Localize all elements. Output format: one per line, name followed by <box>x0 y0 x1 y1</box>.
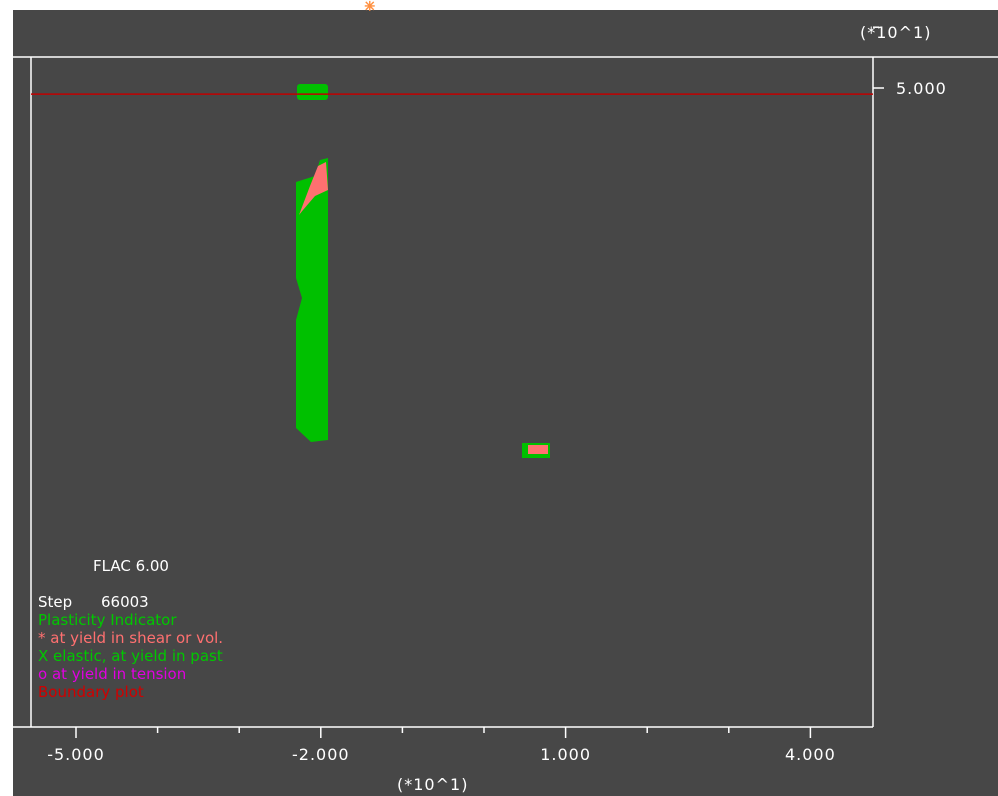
plasticity-markers <box>364 0 375 11</box>
legend-shear: * at yield in shear or vol. <box>38 629 223 647</box>
x-axis-ticks: -5.000 -2.000 1.000 4.000 <box>47 727 836 764</box>
legend-title: Plasticity Indicator <box>38 611 177 629</box>
step-value: 66003 <box>101 593 149 611</box>
x-tick-label: -5.000 <box>47 745 105 764</box>
pillar-elastic-zone <box>296 158 328 442</box>
x-tick-label: 1.000 <box>540 745 591 764</box>
y-multiplier: (*10^1) <box>860 23 931 42</box>
boundary-plot <box>31 93 873 95</box>
legend-elastic: X elastic, at yield in past <box>38 647 223 665</box>
plot-background <box>13 10 998 796</box>
y-tick-label: 5.000 <box>896 79 947 98</box>
x-tick-label: -2.000 <box>292 745 350 764</box>
x-tick-label: 4.000 <box>785 745 836 764</box>
chart-title: FLAC 6.00 <box>93 557 169 575</box>
top-elastic-zone <box>297 84 328 100</box>
legend-tension: o at yield in tension <box>38 665 186 683</box>
x-multiplier: (*10^1) <box>397 775 468 794</box>
pillar-shear-zone <box>299 162 328 215</box>
step-label: Step <box>38 593 72 611</box>
corner-shear-zone <box>528 445 548 454</box>
legend-boundary: Boundary plot <box>38 683 144 701</box>
shear-marker <box>364 0 375 11</box>
plasticity-zones <box>296 84 550 458</box>
